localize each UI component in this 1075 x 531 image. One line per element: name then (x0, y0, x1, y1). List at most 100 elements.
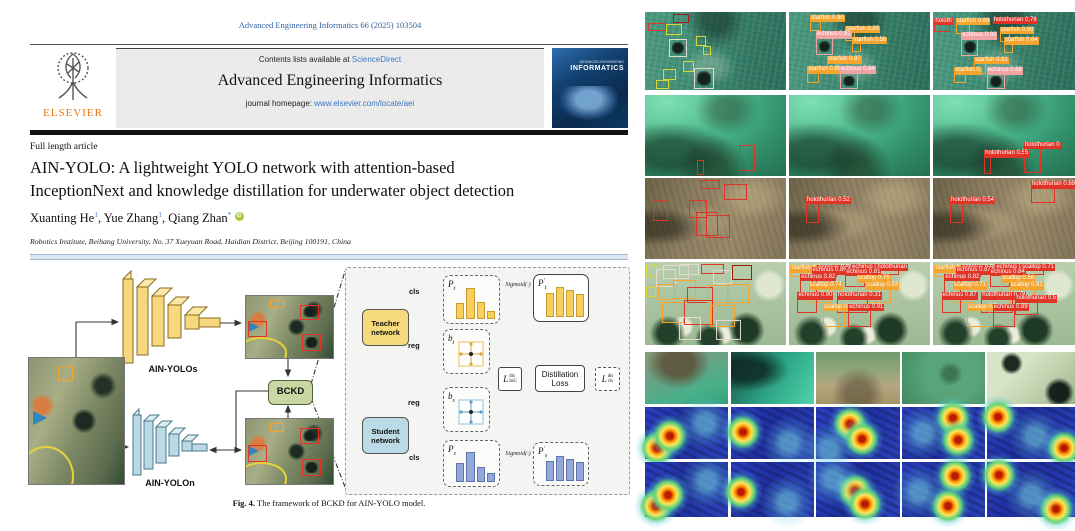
detection-box (299, 304, 320, 320)
detection-box (57, 365, 73, 381)
attention-heatmap (633, 453, 736, 528)
author-3: , Qiang Zhan (162, 211, 228, 226)
section-separator (30, 254, 628, 260)
detection-label: starfish 0.8 (790, 265, 822, 273)
student-logits-box: Ps (443, 440, 500, 487)
bckd-module: BCKD (268, 380, 313, 405)
results-gallery: starfish 0.90 starfish 0.85 echinus 0.91 st… (633, 0, 1075, 531)
detection-box (663, 68, 677, 80)
attention-heatmap (894, 396, 985, 463)
detection-box (270, 422, 285, 432)
sigmoid-label-teacher: Sigmoid(·) (505, 282, 531, 288)
teacher-output-image (245, 295, 334, 359)
detection-box (301, 334, 321, 351)
detection-box (707, 285, 730, 304)
detection-label: starfish 0.89 (955, 17, 991, 26)
detection-box: echinus 0.89 (992, 303, 1029, 327)
student-logits-chart (456, 452, 495, 482)
bbox-crosshair-teacher (458, 341, 484, 367)
detection-label: echinus 0.87 (941, 292, 978, 300)
teacher-logits-box: Pt (443, 275, 500, 324)
detection-image-ainyolo: holothurian 0.55 holothurian 0 (933, 95, 1075, 176)
detection-label: scallop 0.81 (1009, 282, 1044, 290)
detection-label: echinus 0.91 (848, 303, 885, 312)
detection-label: holothurian 0.31 (836, 292, 882, 300)
detection-label: scallop 0.7 (967, 303, 998, 312)
detection-label: echinus 0.85 (995, 263, 1032, 272)
detection-box (695, 36, 706, 47)
teacher-pyramid (122, 269, 221, 365)
student-sigmoid-chart (546, 455, 584, 481)
detection-box (678, 263, 699, 276)
contents-line: Contents lists available at ScienceDirec… (258, 55, 402, 64)
teacher-bbox-box: bt (443, 329, 490, 374)
detection-box (301, 459, 321, 477)
detection-box: holothurian 0.52 (805, 196, 851, 224)
detection-box (683, 61, 695, 73)
detection-box: starfish 0.64 (1004, 37, 1039, 53)
orcid-icon[interactable]: iD (234, 212, 244, 221)
article-title: AIN-YOLO: A lightweight YOLO network wit… (30, 158, 515, 200)
journal-banner: Contents lists available at ScienceDirec… (116, 48, 544, 128)
bbox-crosshair-student (458, 399, 484, 425)
detection-box (702, 46, 712, 55)
reg-label-teacher: reg (408, 341, 420, 350)
journal-name: Advanced Engineering Informatics (217, 72, 443, 89)
detection-box: echinus 0.84 (839, 66, 876, 90)
detection-box (299, 428, 320, 444)
detection-image-ainyolo: holothurian 0.54 holothurian 0.69 (933, 178, 1075, 259)
detection-label: holothurian (876, 263, 909, 272)
detection-box (668, 38, 688, 58)
detection-label: scallop 0.94 (822, 303, 857, 312)
detection-box: starfish 0. (954, 67, 983, 83)
detection-box (726, 283, 750, 304)
detection-label: scallop 0.58 (1001, 275, 1036, 283)
detection-label: echinus 0.82 (800, 273, 837, 282)
detection-box: starfish 0.8 (790, 265, 822, 277)
author-1: Xuanting He (30, 211, 95, 226)
header-rule (30, 44, 628, 45)
elsevier-tree-icon (57, 52, 89, 100)
detection-label: starfish 0.64 (1004, 37, 1039, 45)
detection-label: scallop 0.75 (856, 275, 891, 283)
detection-box (673, 14, 689, 23)
detection-box (695, 212, 719, 237)
detection-label: holothurian 0 (1023, 141, 1061, 150)
attention-heatmap (975, 395, 1075, 470)
attention-heatmap (634, 394, 733, 470)
detection-label: starfish 0.85 (845, 25, 881, 34)
detection-label: echinus 0.81 (845, 268, 882, 277)
detection-image-gt (645, 12, 786, 90)
detection-box (694, 68, 715, 90)
detection-label: echinus 0.92 (961, 32, 998, 40)
detection-box (739, 145, 755, 172)
detection-label: echinus 0.91 (815, 31, 852, 39)
detection-box: holothurian 0.76 (992, 16, 1038, 25)
elsevier-wordmark: ELSEVIER (43, 107, 103, 119)
detection-box (688, 199, 708, 218)
detection-box: scallop 0.7 (967, 303, 998, 327)
journal-citation: Advanced Engineering Informatics 66 (202… (238, 20, 422, 30)
homepage-link[interactable]: www.elsevier.com/locate/aei (314, 99, 415, 108)
sciencedirect-link[interactable]: ScienceDirect (351, 55, 402, 64)
distillation-loss-box: Distillation Loss (535, 365, 585, 392)
detection-label: starfish 0.89 (934, 265, 970, 273)
detection-image-gt (645, 262, 786, 345)
detection-label: echinus 0.84 (839, 66, 876, 74)
attention-heatmap (890, 454, 985, 528)
detection-box: echinus 0.91 (848, 303, 885, 327)
detection-box: echinus 0.87 (941, 292, 978, 314)
detection-box: holothurian 0 (1023, 141, 1061, 173)
student-model-label: AIN-YOLOn (145, 478, 195, 488)
teacher-network-box: Teacher network (362, 309, 409, 346)
detection-box (661, 301, 685, 324)
detection-image-baseline: starfish 0.90 starfish 0.85 echinus 0.91 st… (789, 12, 930, 90)
article-type: Full length article (30, 142, 98, 152)
detection-box (657, 283, 677, 301)
student-network-box: Student network (362, 417, 409, 454)
detection-label: holothurian 0.55 (984, 150, 1030, 158)
detection-box (701, 179, 720, 190)
detection-label: holothurian 0.78 (981, 292, 1027, 300)
detection-image-ainyolo: holothurian 0.76 holoth starfish 0.89 starf… (933, 12, 1075, 90)
